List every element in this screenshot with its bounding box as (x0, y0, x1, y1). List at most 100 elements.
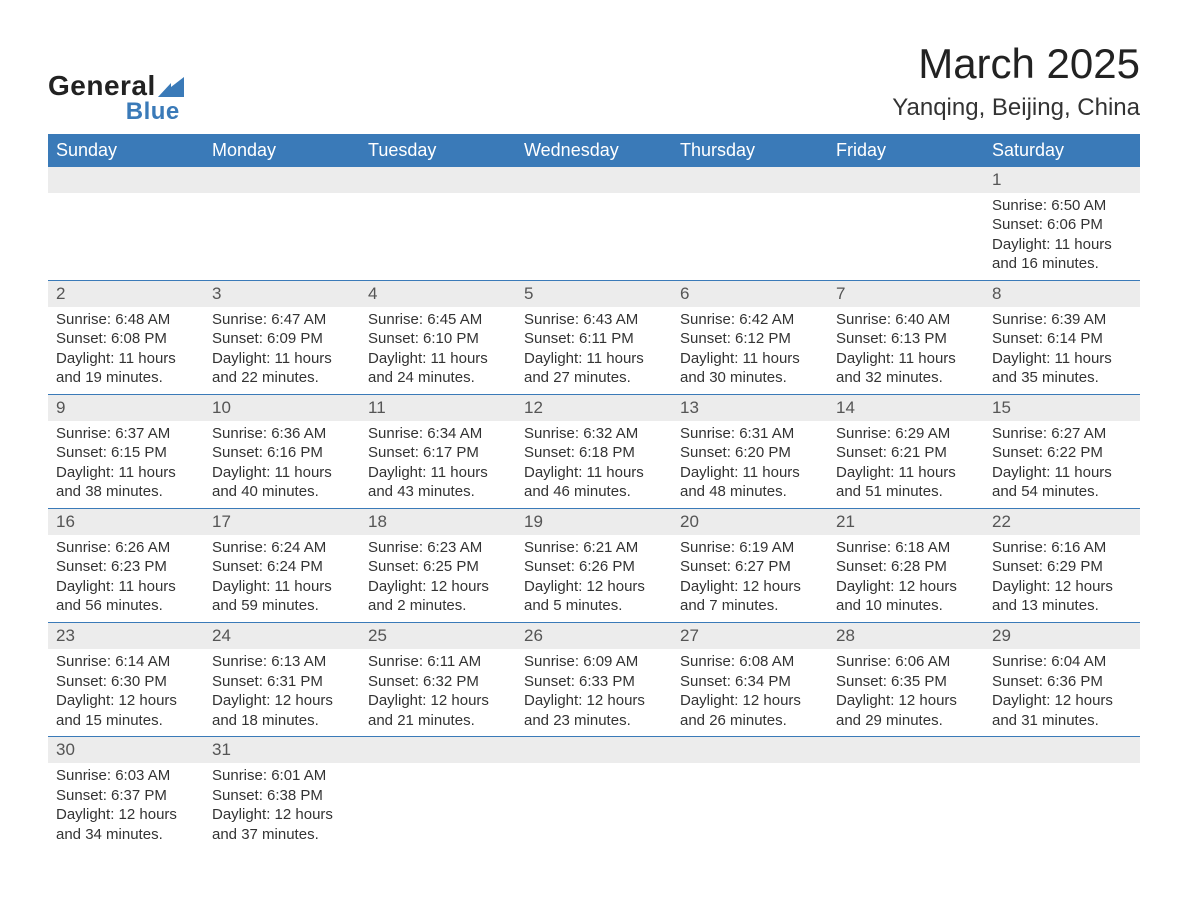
sunset-text: Sunset: 6:16 PM (212, 443, 352, 463)
day-number-cell: 28 (828, 622, 984, 649)
sunset-text: Sunset: 6:23 PM (56, 557, 196, 577)
day-number: 3 (212, 284, 221, 303)
info-row: Sunrise: 6:26 AMSunset: 6:23 PMDaylight:… (48, 535, 1140, 623)
sunset-text: Sunset: 6:25 PM (368, 557, 508, 577)
day-number-cell: 3 (204, 280, 360, 307)
sunset-text: Sunset: 6:36 PM (992, 672, 1132, 692)
day-info-cell (672, 193, 828, 281)
sunset-text: Sunset: 6:10 PM (368, 329, 508, 349)
daynum-row: 2345678 (48, 280, 1140, 307)
day-number: 11 (368, 398, 386, 417)
sunset-text: Sunset: 6:32 PM (368, 672, 508, 692)
info-row: Sunrise: 6:48 AMSunset: 6:08 PMDaylight:… (48, 307, 1140, 395)
day-number-cell (360, 737, 516, 764)
sunset-text: Sunset: 6:06 PM (992, 215, 1132, 235)
sunset-text: Sunset: 6:15 PM (56, 443, 196, 463)
sunrise-text: Sunrise: 6:04 AM (992, 652, 1132, 672)
day-number-cell: 31 (204, 737, 360, 764)
day-info-cell (828, 763, 984, 850)
sunset-text: Sunset: 6:38 PM (212, 786, 352, 806)
sunset-text: Sunset: 6:13 PM (836, 329, 976, 349)
sunrise-text: Sunrise: 6:47 AM (212, 310, 352, 330)
day-info-cell (360, 193, 516, 281)
day-info-cell: Sunrise: 6:32 AMSunset: 6:18 PMDaylight:… (516, 421, 672, 509)
sunset-text: Sunset: 6:27 PM (680, 557, 820, 577)
day-info-cell: Sunrise: 6:42 AMSunset: 6:12 PMDaylight:… (672, 307, 828, 395)
page-title: March 2025 (892, 40, 1140, 88)
sunset-text: Sunset: 6:18 PM (524, 443, 664, 463)
sunset-text: Sunset: 6:24 PM (212, 557, 352, 577)
day-info-cell: Sunrise: 6:37 AMSunset: 6:15 PMDaylight:… (48, 421, 204, 509)
day-info-cell: Sunrise: 6:39 AMSunset: 6:14 PMDaylight:… (984, 307, 1140, 395)
sunset-text: Sunset: 6:26 PM (524, 557, 664, 577)
day-info-cell (360, 763, 516, 850)
day-info-cell: Sunrise: 6:26 AMSunset: 6:23 PMDaylight:… (48, 535, 204, 623)
day-number: 5 (524, 284, 533, 303)
day-number-cell (672, 167, 828, 193)
day-number-cell (360, 167, 516, 193)
day-number-cell: 4 (360, 280, 516, 307)
day-info-cell (672, 763, 828, 850)
day-number: 28 (836, 626, 855, 645)
day-info-cell: Sunrise: 6:03 AMSunset: 6:37 PMDaylight:… (48, 763, 204, 850)
logo: General Blue (48, 40, 184, 126)
day-info-cell (984, 763, 1140, 850)
sunrise-text: Sunrise: 6:36 AM (212, 424, 352, 444)
day-number: 10 (212, 398, 231, 417)
day-number-cell: 7 (828, 280, 984, 307)
day-number: 8 (992, 284, 1001, 303)
day-info-cell: Sunrise: 6:06 AMSunset: 6:35 PMDaylight:… (828, 649, 984, 737)
day-number-cell: 2 (48, 280, 204, 307)
day-info-cell: Sunrise: 6:08 AMSunset: 6:34 PMDaylight:… (672, 649, 828, 737)
day-number: 20 (680, 512, 699, 531)
sunrise-text: Sunrise: 6:29 AM (836, 424, 976, 444)
day-info-cell: Sunrise: 6:47 AMSunset: 6:09 PMDaylight:… (204, 307, 360, 395)
day-header: Thursday (672, 134, 828, 167)
daylight-text: Daylight: 12 hours and 29 minutes. (836, 691, 976, 730)
sunrise-text: Sunrise: 6:40 AM (836, 310, 976, 330)
sunset-text: Sunset: 6:20 PM (680, 443, 820, 463)
day-number-cell: 14 (828, 394, 984, 421)
sunrise-text: Sunrise: 6:34 AM (368, 424, 508, 444)
day-number: 31 (212, 740, 231, 759)
daylight-text: Daylight: 11 hours and 59 minutes. (212, 577, 352, 616)
sunset-text: Sunset: 6:11 PM (524, 329, 664, 349)
day-number-cell: 17 (204, 508, 360, 535)
day-number-cell: 8 (984, 280, 1140, 307)
sunset-text: Sunset: 6:14 PM (992, 329, 1132, 349)
day-header: Tuesday (360, 134, 516, 167)
sunset-text: Sunset: 6:28 PM (836, 557, 976, 577)
sunset-text: Sunset: 6:31 PM (212, 672, 352, 692)
sunrise-text: Sunrise: 6:09 AM (524, 652, 664, 672)
day-header-row: Sunday Monday Tuesday Wednesday Thursday… (48, 134, 1140, 167)
day-number-cell: 11 (360, 394, 516, 421)
sunrise-text: Sunrise: 6:16 AM (992, 538, 1132, 558)
day-number: 14 (836, 398, 855, 417)
day-info-cell: Sunrise: 6:40 AMSunset: 6:13 PMDaylight:… (828, 307, 984, 395)
daylight-text: Daylight: 11 hours and 48 minutes. (680, 463, 820, 502)
daylight-text: Daylight: 12 hours and 5 minutes. (524, 577, 664, 616)
day-number-cell: 15 (984, 394, 1140, 421)
day-number: 30 (56, 740, 75, 759)
day-number-cell (204, 167, 360, 193)
daylight-text: Daylight: 11 hours and 32 minutes. (836, 349, 976, 388)
day-info-cell: Sunrise: 6:23 AMSunset: 6:25 PMDaylight:… (360, 535, 516, 623)
daylight-text: Daylight: 11 hours and 51 minutes. (836, 463, 976, 502)
sunrise-text: Sunrise: 6:37 AM (56, 424, 196, 444)
daylight-text: Daylight: 12 hours and 10 minutes. (836, 577, 976, 616)
day-info-cell: Sunrise: 6:36 AMSunset: 6:16 PMDaylight:… (204, 421, 360, 509)
page-subtitle: Yanqing, Beijing, China (892, 94, 1140, 122)
daynum-row: 30 31 (48, 737, 1140, 764)
day-info-cell: Sunrise: 6:14 AMSunset: 6:30 PMDaylight:… (48, 649, 204, 737)
day-number: 12 (524, 398, 543, 417)
day-info-cell: Sunrise: 6:19 AMSunset: 6:27 PMDaylight:… (672, 535, 828, 623)
sunrise-text: Sunrise: 6:45 AM (368, 310, 508, 330)
sunset-text: Sunset: 6:29 PM (992, 557, 1132, 577)
day-number: 23 (56, 626, 75, 645)
day-number: 15 (992, 398, 1011, 417)
daylight-text: Daylight: 11 hours and 35 minutes. (992, 349, 1132, 388)
daylight-text: Daylight: 11 hours and 40 minutes. (212, 463, 352, 502)
daylight-text: Daylight: 12 hours and 21 minutes. (368, 691, 508, 730)
daylight-text: Daylight: 11 hours and 56 minutes. (56, 577, 196, 616)
sunrise-text: Sunrise: 6:23 AM (368, 538, 508, 558)
